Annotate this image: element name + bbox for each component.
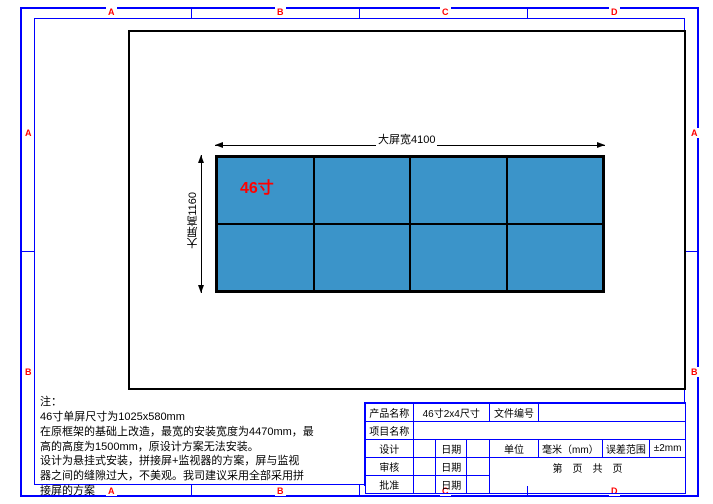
screen-grid: 46寸 bbox=[215, 155, 605, 293]
dim-width-arrow-left bbox=[215, 142, 223, 148]
tb-product-name-label: 产品名称 bbox=[366, 404, 414, 422]
tb-cell bbox=[467, 440, 490, 458]
screen-cell bbox=[314, 157, 411, 224]
notes-line: 接屏的方案 bbox=[40, 484, 360, 499]
tb-date-label: 日期 bbox=[436, 440, 467, 458]
dim-height-line bbox=[201, 155, 202, 293]
tb-cell bbox=[413, 440, 436, 458]
ruler-label: D bbox=[609, 7, 620, 17]
tb-file-no-label: 文件编号 bbox=[489, 404, 538, 422]
ruler-label: B bbox=[23, 367, 34, 377]
ruler-label: B bbox=[275, 7, 286, 17]
dim-height-arrow-up bbox=[198, 155, 204, 163]
dim-height-arrow-down bbox=[198, 285, 204, 293]
ruler-label: A bbox=[689, 128, 700, 138]
notes-line: 46寸单屏尺寸为1025x580mm bbox=[40, 410, 360, 425]
screen-size-label: 46寸 bbox=[240, 174, 274, 198]
tb-approve-label: 批准 bbox=[366, 476, 414, 494]
notes-line: 在原框架的基础上改造，最宽的安装宽度为4470mm，最 bbox=[40, 425, 360, 440]
ruler-tick bbox=[191, 9, 192, 18]
tb-page-text: 第 页 共 页 bbox=[489, 458, 685, 494]
notes-block: 注： 46寸单屏尺寸为1025x580mm 在原框架的基础上改造，最宽的安装宽度… bbox=[40, 395, 360, 499]
notes-line: 器之间的缝隙过大，不美观。我司建议采用全部采用拼 bbox=[40, 469, 360, 484]
tb-project-name-label: 项目名称 bbox=[366, 422, 414, 440]
ruler-label: A bbox=[23, 128, 34, 138]
ruler-tick bbox=[359, 9, 360, 18]
notes-line: 高的高度为1500mm，原设计方案无法安装。 bbox=[40, 440, 360, 455]
screen-cell bbox=[410, 157, 507, 224]
ruler-label: C bbox=[440, 7, 451, 17]
notes-line: 设计为悬挂式安装，拼接屏+监视器的方案，屏与监视 bbox=[40, 454, 360, 469]
tb-cell bbox=[467, 458, 490, 476]
tb-review-label: 审核 bbox=[366, 458, 414, 476]
tb-range-label: 误差范围 bbox=[602, 440, 650, 458]
screen-cell bbox=[217, 224, 314, 291]
ruler-label: A bbox=[106, 7, 117, 17]
dim-height-label: 大屏高1160 bbox=[185, 192, 201, 249]
screen-cell bbox=[410, 224, 507, 291]
ruler-tick bbox=[527, 9, 528, 18]
title-block-table: 产品名称 46寸2x4尺寸 文件编号 项目名称 设计 日期 单位 毫米（mm） … bbox=[365, 403, 686, 494]
tb-project-name-value bbox=[413, 422, 686, 440]
notes-heading: 注： bbox=[40, 395, 360, 410]
ruler-tick bbox=[685, 251, 697, 252]
tb-unit-label: 单位 bbox=[489, 440, 538, 458]
dim-width-label: 大屏宽4100 bbox=[376, 131, 437, 147]
tb-product-name-value: 46寸2x4尺寸 bbox=[413, 404, 489, 422]
tb-file-no-value bbox=[538, 404, 685, 422]
ruler-label: B bbox=[689, 367, 700, 377]
tb-date-label: 日期 bbox=[436, 476, 467, 494]
ruler-tick bbox=[22, 251, 34, 252]
tb-unit-value: 毫米（mm） bbox=[538, 440, 602, 458]
screen-cell bbox=[507, 157, 604, 224]
screen-cell bbox=[507, 224, 604, 291]
screen-cell bbox=[314, 224, 411, 291]
tb-range-value: ±2mm bbox=[650, 440, 686, 458]
tb-date-label: 日期 bbox=[436, 458, 467, 476]
tb-design-label: 设计 bbox=[366, 440, 414, 458]
title-block: 产品名称 46寸2x4尺寸 文件编号 项目名称 设计 日期 单位 毫米（mm） … bbox=[364, 402, 686, 486]
screen-cell: 46寸 bbox=[217, 157, 314, 224]
tb-cell bbox=[467, 476, 490, 494]
tb-cell bbox=[413, 476, 436, 494]
tb-cell bbox=[413, 458, 436, 476]
dim-width-arrow-right bbox=[597, 142, 605, 148]
